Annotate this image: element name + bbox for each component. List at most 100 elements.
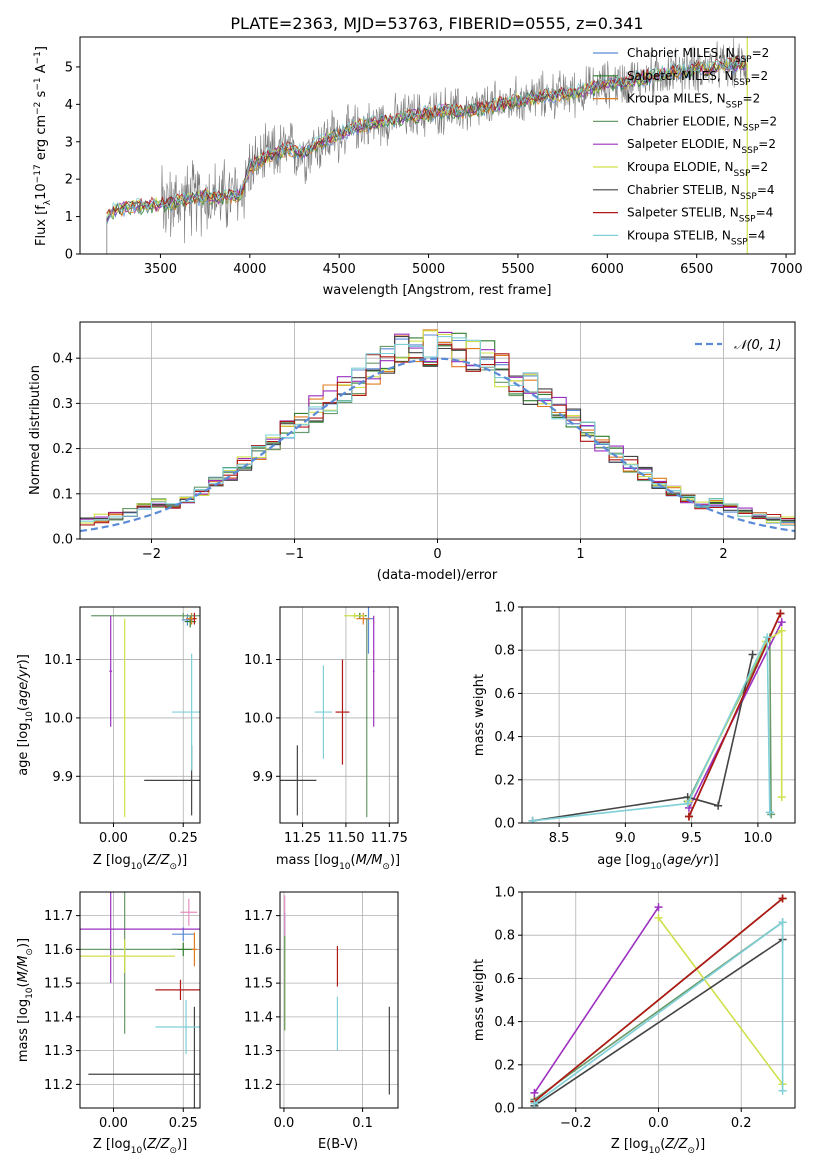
x-tick-label: 11.50 [327,831,364,846]
axis-decorations-age-mass: 11.25 11.50 11.75 9.9 10.0 10.1 mass [log10(M/… [244,606,408,872]
x-tick-label: 0.00 [99,1116,128,1131]
mass-weight-marker [684,812,693,821]
legend-entry: 𝒩(0, 1) [734,338,781,353]
y-tick-label: 2 [65,173,73,188]
x-tick-label: 8.5 [549,831,570,846]
axes-frame [79,891,201,1109]
legend-entry: Chabrier ELODIE, NSSP=2 [627,114,777,133]
x-tick-label: 1 [576,547,584,562]
x-tick-label: 0.0 [648,1116,669,1131]
y-tick-label: 1 [65,210,73,225]
y-tick-label: 3 [65,135,73,150]
mass-weight-marker [765,808,774,817]
y-tick-label: 11.7 [44,909,73,924]
y-tick-label: 0.4 [52,352,73,367]
mass-weight-marker [778,918,787,927]
histogram-salpeter-stelib [80,343,795,526]
y-tick-label: 0.0 [494,1102,515,1117]
normal-curve [80,357,795,533]
plot-area-massweight-age [528,609,786,823]
axes-mass-EBV [280,892,398,1108]
axis-decorations-massweight-age: 8.5 9.0 9.5 10.0 0.0 0.2 0.4 0.6 0.8 1.0 age [log1… [472,601,796,872]
y-axis-label: mass weight [472,959,487,1041]
mass-weight-marker [777,626,786,635]
legend-entry: Chabrier STELIB, NSSP=4 [627,183,775,202]
legend-entry: Kroupa STELIB, NSSP=4 [627,228,765,247]
x-tick-label: 4500 [323,262,356,277]
mass-weight-line [533,938,784,1107]
mass-weight-line [688,613,782,817]
y-tick-label: 0.3 [52,397,73,412]
y-tick-label: 10.0 [244,711,273,726]
mass-weight-marker [683,799,692,808]
axis-decorations-massweight-Z: −0.2 0.0 0.2 0.0 0.2 0.4 0.6 0.8 1.0 Z [log10(Z/Z… [472,886,796,1156]
y-axis-label: Normed distribution [28,365,43,495]
x-axis-label: Z [log10(Z/Z⊙)] [611,1137,705,1156]
x-axis-label: Z [log10(Z/Z⊙)] [93,1137,187,1156]
y-tick-label: 11.3 [44,1044,73,1059]
x-tick-label: 3500 [144,262,177,277]
plot-area-mass-EBV [284,895,390,1095]
axis-decorations-mass-Z: 0.00 0.25 11.2 11.3 11.4 11.5 11.6 11.7 Z [log10… [16,891,201,1156]
x-tick-label: 2 [719,547,727,562]
x-tick-label: 0.00 [99,831,128,846]
y-tick-label: 0.4 [494,730,515,745]
y-tick-label: 11.2 [244,1078,273,1093]
axes-frame [521,606,796,824]
y-tick-label: 5 [65,60,73,75]
x-tick-label: 0.2 [731,1116,752,1131]
legend-entry: Kroupa ELODIE, NSSP=2 [627,160,768,179]
y-tick-label: 0.2 [494,1058,515,1073]
axes-frame [79,36,796,255]
y-tick-label: 11.6 [44,943,73,958]
x-tick-label: 11.25 [284,831,321,846]
x-tick-label: 6500 [680,262,713,277]
mass-weight-line [533,906,660,1094]
x-tick-label: 11.75 [371,831,408,846]
axes-frame [279,891,399,1109]
axis-decorations-residuals: −2 −1 0 1 2 0.0 0.1 0.2 0.3 0.4 𝒩(0, 1) (data-model… [28,321,796,583]
y-tick-label: 11.4 [244,1010,273,1025]
mass-weight-marker [530,1099,539,1108]
x-tick-label: 0.25 [169,831,198,846]
mass-weight-marker [528,816,537,823]
x-axis-label: E(B-V) [318,1137,358,1152]
y-tick-label: 11.5 [44,977,73,992]
model-spectrum-kroupa-stelib [106,55,747,219]
y-tick-label: 4 [65,98,73,113]
y-axis-label: age [log10(age/yr)] [16,654,35,776]
mass-weight-line [532,654,754,822]
x-tick-label: 4000 [233,262,266,277]
mass-weight-marker [776,609,785,618]
histogram-kroupa-elodie [80,330,795,524]
y-tick-label: 11.2 [44,1078,73,1093]
model-spectrum-chabrier-elodie [106,58,747,224]
y-tick-label: 11.7 [244,909,273,924]
x-axis-label: Z [log10(Z/Z⊙)] [93,853,187,872]
y-tick-label: 0.8 [494,929,515,944]
x-tick-label: −1 [285,547,304,562]
mass-weight-marker [777,793,786,802]
legend-entry: Salpeter MILES, NSSP=2 [627,69,768,88]
y-tick-label: 0.6 [494,687,515,702]
plot-area-massweight-Z [530,894,787,1108]
mass-weight-marker [777,618,786,627]
x-tick-label: 0.25 [169,1116,198,1131]
axis-decorations-age-Z: 0.00 0.25 9.9 10.0 10.1 Z [log10(Z/Z⊙)] age [l… [16,606,201,872]
y-tick-label: 11.4 [44,1010,73,1025]
y-tick-label: 11.5 [244,977,273,992]
axis-decorations-mass-EBV: 0.0 0.1 11.2 11.3 11.4 11.5 11.6 11.7 E(B-V) [244,891,399,1152]
axes-mass-Z [80,892,200,1108]
axes-frame [79,606,201,824]
y-tick-label: 1.0 [494,886,515,901]
axes-massweight-age [522,606,795,824]
y-axis-label: mass weight [472,674,487,756]
y-tick-label: 0 [65,248,73,263]
plot-area-age-mass [280,607,375,818]
axis-decorations-spectrum: 3500 4000 4500 5000 5500 6000 6500 7000 0 1 2 3 4 5 Ch… [65,36,803,298]
mass-weight-line [533,897,784,1103]
y-tick-label: 0.8 [494,644,515,659]
mass-weight-marker [763,633,772,642]
y-tick-label: 10.1 [44,653,73,668]
